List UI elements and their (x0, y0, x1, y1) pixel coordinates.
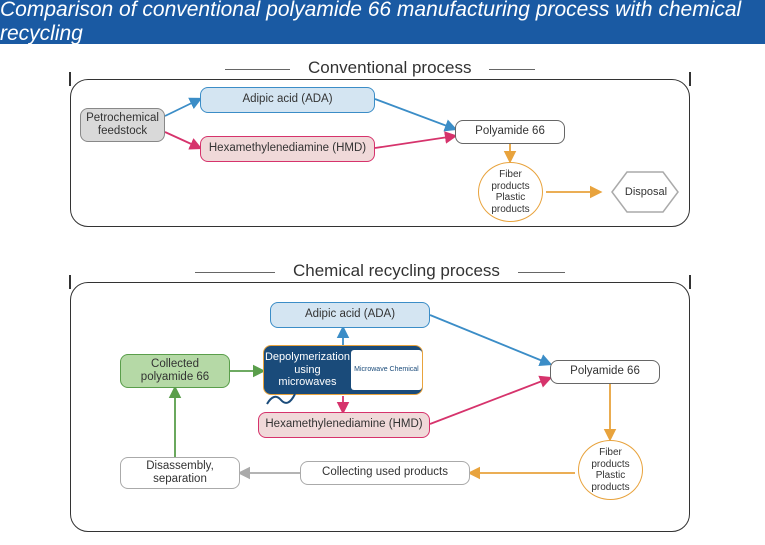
node-fiber-1: Fiber products Plastic products (478, 162, 543, 222)
node-poly-2: Polyamide 66 (550, 360, 660, 384)
node-collecting: Collecting used products (300, 461, 470, 485)
node-hmd-1: Hexamethylenediamine (HMD) (200, 136, 375, 162)
node-hmd-2: Hexamethylenediamine (HMD) (258, 412, 430, 438)
node-petrochemical: Petrochemical feedstock (80, 108, 165, 142)
logo-text: Microwave Chemical (354, 366, 419, 374)
node-disposal: Disposal (611, 182, 681, 202)
node-collected: Collected polyamide 66 (120, 354, 230, 388)
page-title: Comparison of conventional polyamide 66 … (0, 0, 765, 44)
node-ada-2: Adipic acid (ADA) (270, 302, 430, 328)
microwave-logo: Microwave Chemical (351, 350, 422, 390)
node-poly-1: Polyamide 66 (455, 120, 565, 144)
node-disassembly: Disassembly, separation (120, 457, 240, 489)
depoly-label: Depolymerization using microwaves (264, 351, 351, 389)
node-ada-1: Adipic acid (ADA) (200, 87, 375, 113)
node-fiber-2: Fiber products Plastic products (578, 440, 643, 500)
node-depoly: Depolymerization using microwaves Microw… (263, 345, 423, 395)
